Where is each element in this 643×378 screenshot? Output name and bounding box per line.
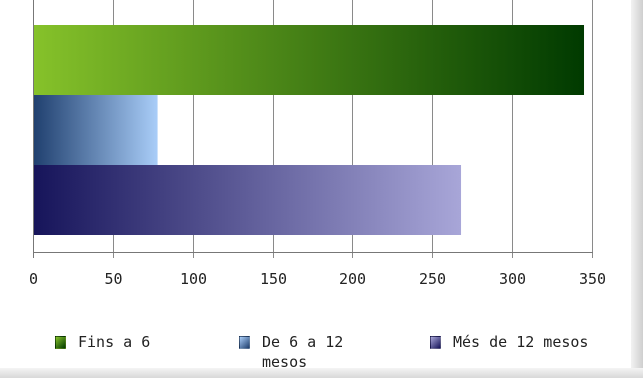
x-tick-label: 0 <box>29 270 38 288</box>
legend: Fins a 6 De 6 a 12 mesos Més de 12 mesos <box>0 332 631 376</box>
frame-shadow-bottom <box>0 368 643 378</box>
legend-swatch-mes-de-12-mesos <box>430 336 441 349</box>
legend-label-fins-a-6: Fins a 6 <box>78 333 151 351</box>
bar-m-s-de-12-mesos <box>33 165 462 235</box>
legend-swatch-de-6-a-12-mesos <box>239 336 250 349</box>
x-tick-label: 200 <box>339 270 366 288</box>
bar-chart: 0 50 100 150 200 250 300 350 <box>29 0 606 288</box>
legend-label-mes-de-12-mesos: Més de 12 mesos <box>453 333 589 351</box>
x-tick-label: 100 <box>180 270 207 288</box>
legend-item-mes-de-12-mesos: Més de 12 mesos <box>430 332 629 352</box>
x-tick-label: 300 <box>499 270 526 288</box>
bar-fins-a-6 <box>33 25 585 95</box>
bar-de-6-a-12-mesos <box>33 95 158 165</box>
legend-swatch-fins-a-6 <box>55 336 66 349</box>
x-tick-label: 150 <box>260 270 287 288</box>
legend-label-de-6-a-12-mesos: De 6 a 12 mesos <box>262 333 344 371</box>
frame-shadow-right <box>631 0 643 378</box>
x-tick-label: 50 <box>104 270 122 288</box>
bars <box>33 25 585 235</box>
legend-item-fins-a-6: Fins a 6 <box>55 332 198 352</box>
x-tick-label: 350 <box>579 270 606 288</box>
x-axis-ticks: 0 50 100 150 200 250 300 350 <box>29 270 606 288</box>
x-tick-label: 250 <box>419 270 446 288</box>
legend-item-de-6-a-12-mesos: De 6 a 12 mesos <box>239 332 382 372</box>
